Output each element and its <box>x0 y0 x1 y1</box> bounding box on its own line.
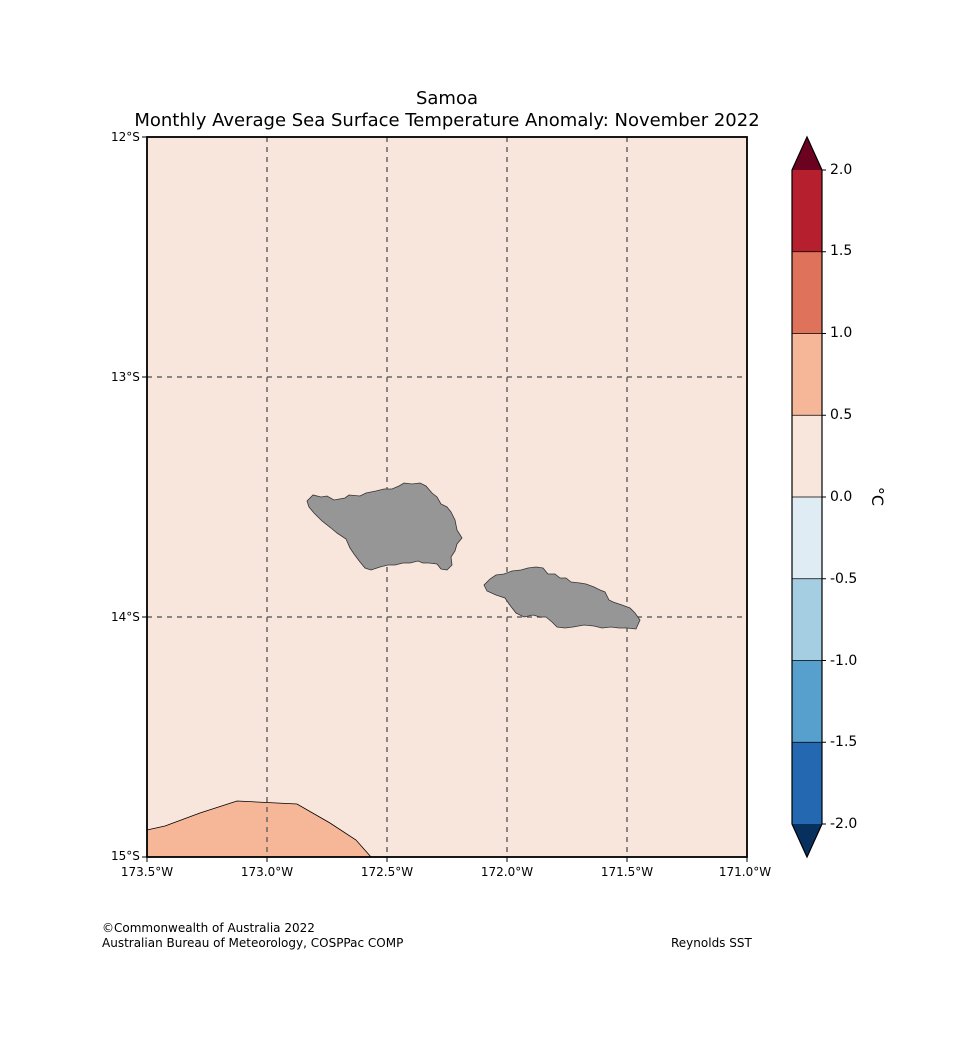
colorbar-label: 0.0 <box>830 489 853 505</box>
colorbar-label: 0.5 <box>830 407 853 423</box>
upolu-island <box>483 566 641 630</box>
colorbar-segment <box>792 333 822 416</box>
colorbar-segment <box>792 251 822 334</box>
lat-label-15s: 15°S <box>111 849 140 863</box>
lat-label-14s: 14°S <box>111 610 140 624</box>
map-title: Samoa <box>415 88 479 109</box>
data-source-text: Reynolds SST <box>671 936 752 950</box>
gridlines <box>147 137 747 857</box>
colorbar-segment <box>792 660 822 743</box>
colorbar-label: -0.5 <box>830 571 858 587</box>
colorbar <box>791 135 826 859</box>
map-subtitle: Monthly Average Sea Surface Temperature … <box>134 110 760 131</box>
tick-marks <box>142 136 748 862</box>
lon-label-173-0w: 173.0°W <box>240 865 294 879</box>
colorbar-segment <box>792 170 822 252</box>
savaii-island <box>306 482 463 571</box>
colorbar-unit: °C <box>868 486 888 507</box>
colorbar-segment <box>792 578 822 661</box>
colorbar-segment <box>792 742 822 824</box>
agency-text: Australian Bureau of Meteorology, COSPPa… <box>102 936 404 950</box>
lon-label-172-5w: 172.5°W <box>360 865 414 879</box>
colorbar-segment <box>792 415 822 497</box>
colorbar-label: -1.0 <box>830 653 858 669</box>
lon-label-171-5w: 171.5°W <box>600 865 654 879</box>
lon-label-172-0w: 172.0°W <box>480 865 534 879</box>
copyright-text: ©Commonwealth of Australia 2022 <box>102 921 315 935</box>
map-frame <box>146 136 748 858</box>
colorbar-under-arrow <box>792 824 822 857</box>
colorbar-label: 1.5 <box>830 243 853 259</box>
colorbar-segment <box>792 497 822 579</box>
colorbar-label: -2.0 <box>830 816 858 832</box>
lat-label-12s: 12°S <box>111 130 140 144</box>
lon-label-173-5w: 173.5°W <box>120 865 174 879</box>
colorbar-over-arrow <box>792 137 822 170</box>
colorbar-label: 2.0 <box>830 162 853 178</box>
lat-label-13s: 13°S <box>111 370 140 384</box>
map-ocean <box>147 137 747 857</box>
lon-label-171-0w: 171.0°W <box>718 865 772 879</box>
colorbar-label: 1.0 <box>830 325 853 341</box>
colorbar-label: -1.5 <box>830 734 858 750</box>
